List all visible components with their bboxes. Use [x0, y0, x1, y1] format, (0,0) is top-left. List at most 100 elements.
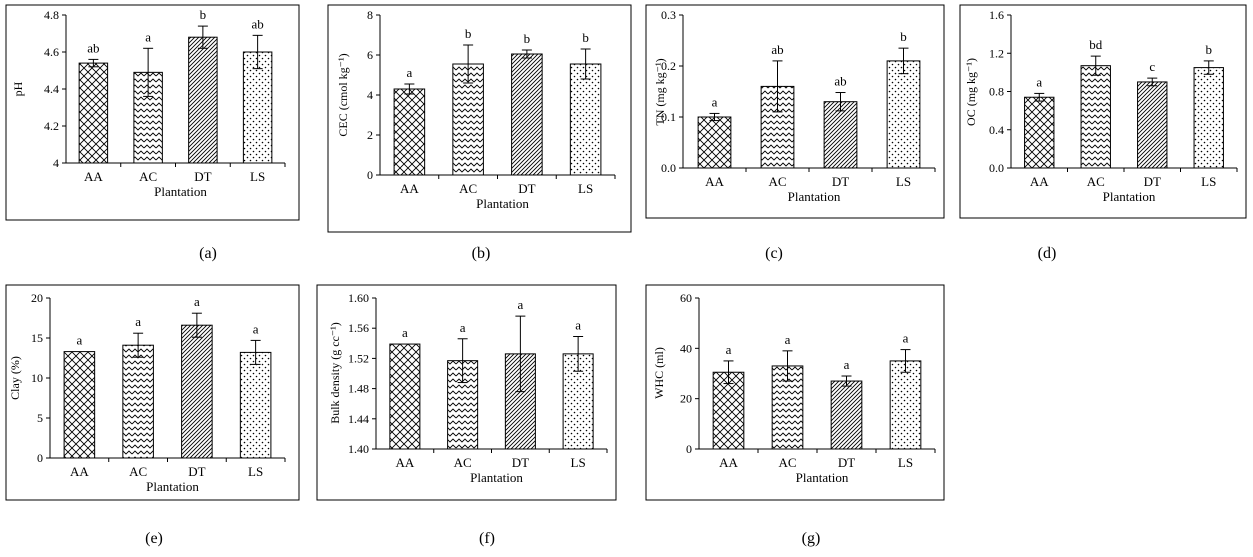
- y-tick-label: 8: [367, 8, 373, 22]
- significance-letter: ab: [834, 74, 846, 89]
- panel-caption: (a): [199, 245, 217, 262]
- y-tick-label: 4: [367, 88, 373, 102]
- y-tick-label: 1.60: [348, 291, 369, 305]
- y-axis-label: WHC (ml): [652, 347, 666, 399]
- significance-letter: a: [194, 294, 200, 309]
- x-tick-label: AC: [768, 174, 786, 189]
- x-tick-label: DT: [1144, 174, 1161, 189]
- bar-aa: [697, 116, 732, 169]
- significance-letter: a: [726, 342, 732, 357]
- bar-ls: [569, 63, 602, 176]
- y-tick-label: 15: [31, 331, 43, 345]
- bar-ac: [122, 344, 154, 459]
- y-tick-label: 0.1: [661, 110, 676, 124]
- y-tick-label: 0.0: [661, 161, 676, 175]
- panel-caption: (b): [472, 245, 491, 262]
- x-tick-label: LS: [571, 455, 586, 470]
- x-axis-label: Plantation: [470, 470, 523, 485]
- y-tick-label: 0.2: [661, 59, 676, 73]
- significance-letter: a: [517, 297, 523, 312]
- y-tick-label: 1.48: [348, 382, 369, 396]
- significance-letter: a: [460, 320, 466, 335]
- x-tick-label: DT: [832, 174, 849, 189]
- significance-letter: bd: [1089, 37, 1103, 52]
- y-axis-label: OC (mg kg⁻¹): [964, 58, 978, 126]
- bar-aa: [1024, 96, 1055, 169]
- chart-panel-e: 0 5 10 15 20 a AA a AC a DT a LS Plantation Clay (%): [5, 284, 300, 501]
- y-tick-label: 1.6: [989, 8, 1004, 22]
- significance-letter: a: [785, 332, 791, 347]
- bar-ls: [889, 360, 922, 450]
- significance-letter: b: [524, 31, 531, 46]
- x-tick-label: DT: [518, 181, 535, 196]
- x-tick-label: LS: [898, 455, 913, 470]
- x-axis-label: Plantation: [1103, 189, 1156, 204]
- x-axis-label: Plantation: [788, 189, 841, 204]
- significance-letter: a: [1036, 74, 1042, 89]
- bar-dt: [188, 36, 218, 164]
- bar-ls: [886, 60, 921, 169]
- y-tick-label: 6: [367, 48, 373, 62]
- y-tick-label: 20: [680, 392, 692, 406]
- x-tick-label: DT: [188, 464, 205, 479]
- y-tick-label: 1.52: [348, 351, 369, 365]
- chart-panel-f: 1.40 1.44 1.48 1.52 1.56 1.60 a AA a AC a DT a LS Plan…: [316, 284, 617, 501]
- significance-letter: a: [406, 65, 412, 80]
- x-tick-label: AA: [705, 174, 724, 189]
- x-tick-label: AC: [1087, 174, 1105, 189]
- y-tick-label: 1.56: [348, 321, 369, 335]
- bar-aa: [78, 62, 109, 164]
- y-tick-label: 0.8: [989, 85, 1004, 99]
- bar-dt: [511, 53, 543, 176]
- bar-dt: [830, 380, 863, 450]
- y-axis-label: CEC (cmol kg⁻¹): [336, 53, 350, 136]
- y-tick-label: 60: [680, 291, 692, 305]
- y-tick-label: 1.40: [348, 442, 369, 456]
- panel-caption: (g): [802, 530, 821, 547]
- bar-aa: [712, 371, 745, 450]
- x-tick-label: DT: [512, 455, 529, 470]
- bar-dt: [181, 324, 213, 459]
- y-tick-label: 4.8: [44, 8, 59, 22]
- significance-letter: b: [900, 29, 907, 44]
- y-tick-label: 4.2: [44, 119, 59, 133]
- x-tick-label: AA: [395, 455, 414, 470]
- y-tick-label: 0: [367, 168, 373, 182]
- significance-letter: ab: [771, 42, 783, 57]
- y-axis-label: Clay (%): [8, 356, 22, 400]
- significance-letter: ab: [87, 40, 99, 55]
- significance-letter: a: [903, 331, 909, 346]
- y-tick-label: 2: [367, 128, 373, 142]
- bar-dt: [823, 101, 858, 169]
- bar-aa: [63, 351, 96, 459]
- y-tick-label: 0.0: [989, 161, 1004, 175]
- bar-ac: [1080, 65, 1111, 169]
- chart-panel-b: 0 2 4 6 8 a AA b AC b DT b LS Plantation CEC (cmol kg⁻…: [327, 4, 632, 233]
- x-axis-label: Plantation: [476, 196, 529, 211]
- y-tick-label: 1.44: [348, 412, 369, 426]
- x-axis-label: Plantation: [154, 184, 207, 199]
- x-tick-label: AC: [778, 455, 796, 470]
- y-tick-label: 10: [31, 371, 43, 385]
- x-tick-label: LS: [578, 181, 593, 196]
- significance-letter: b: [200, 7, 207, 22]
- significance-letter: c: [1149, 59, 1155, 74]
- x-tick-label: AC: [454, 455, 472, 470]
- significance-letter: a: [402, 325, 408, 340]
- panel-caption: (d): [1038, 245, 1057, 262]
- bar-aa: [393, 88, 426, 176]
- chart-panel-d: 0.0 0.4 0.8 1.2 1.6 a AA bd AC c DT b LS Plantation OC…: [959, 4, 1247, 219]
- x-tick-label: AA: [84, 169, 103, 184]
- x-axis-label: Plantation: [146, 479, 199, 494]
- x-tick-label: DT: [194, 169, 211, 184]
- significance-letter: a: [76, 333, 82, 348]
- y-axis-label: Bulk density (g cc⁻¹): [328, 322, 342, 424]
- significance-letter: a: [253, 321, 259, 336]
- x-tick-label: AA: [1030, 174, 1049, 189]
- y-tick-label: 0: [37, 451, 43, 465]
- bar-ls: [242, 51, 273, 164]
- y-tick-label: 0.4: [989, 123, 1004, 137]
- bar-aa: [389, 343, 421, 450]
- y-axis-label: pH: [11, 81, 25, 96]
